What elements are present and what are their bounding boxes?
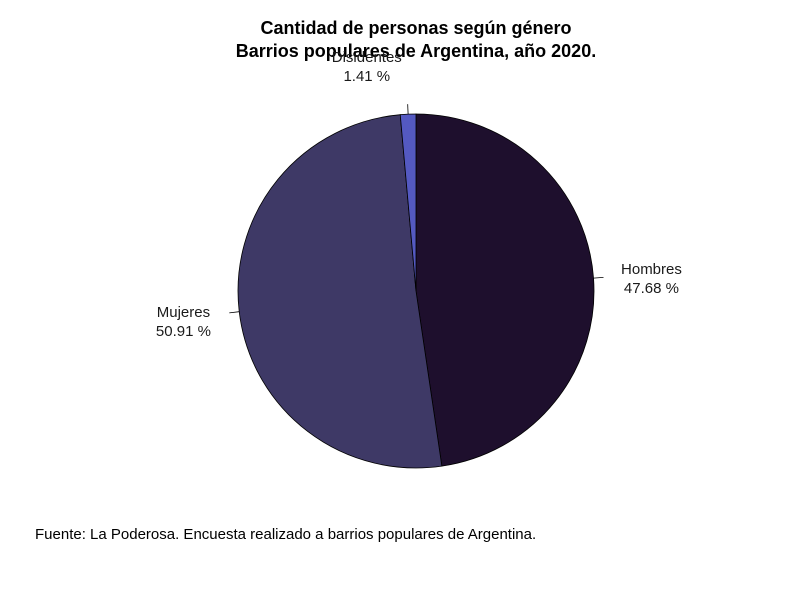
pie-slice-mujeres: [237, 114, 443, 469]
chart-title: Cantidad de personas según género Barrio…: [0, 17, 794, 63]
leader-line-mujeres: [229, 311, 240, 314]
pie-slice-hombres: [415, 113, 595, 467]
slice-label-mujeres: Mujeres: [157, 304, 210, 321]
slice-value-disidentes: 1.41 %: [343, 68, 390, 85]
slice-value-mujeres: 50.91 %: [156, 323, 211, 340]
leader-line-hombres: [593, 276, 604, 279]
source-note: Fuente: La Poderosa. Encuesta realizado …: [35, 526, 537, 543]
slice-label-disidentes: Disidentes: [332, 49, 402, 66]
slice-label-hombres: Hombres: [621, 261, 682, 278]
chart-title-line1: Cantidad de personas según género: [260, 18, 572, 38]
slice-value-hombres: 47.68 %: [624, 280, 679, 297]
chart-title-line2: Barrios populares de Argentina, año 2020…: [235, 41, 597, 61]
